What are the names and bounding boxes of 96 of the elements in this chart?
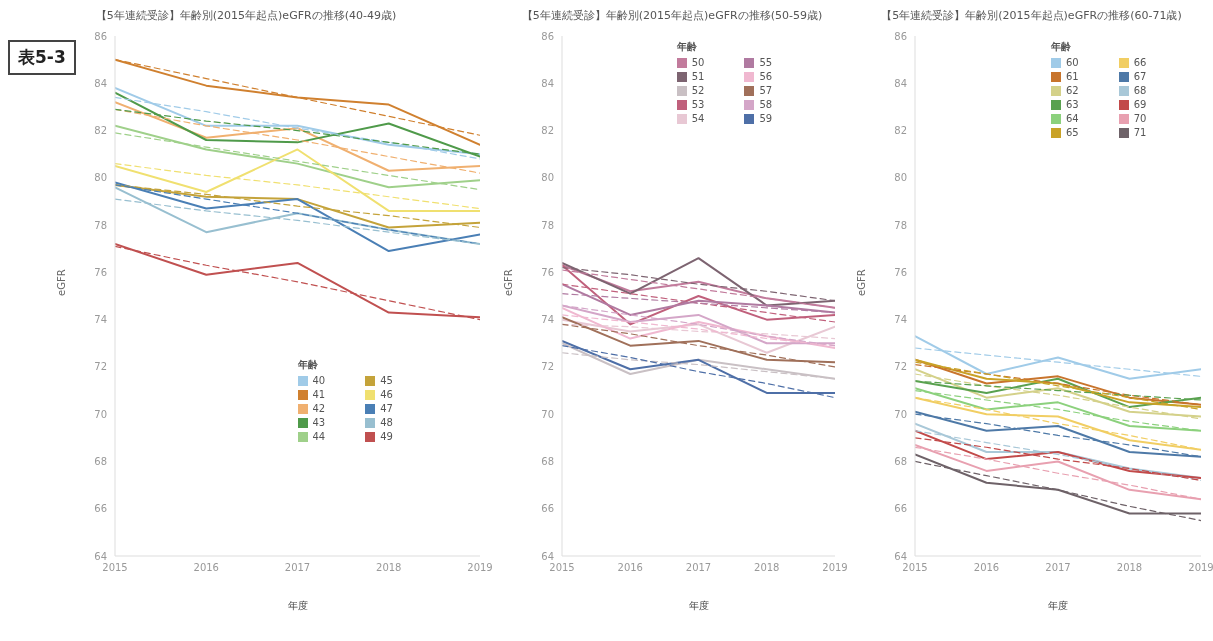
x-tick-label: 2017	[284, 562, 311, 574]
y-tick-label: 70	[541, 408, 554, 420]
x-tick-label: 2017	[685, 562, 712, 574]
legend-label: 59	[759, 113, 773, 124]
y-tick-label: 76	[894, 266, 907, 278]
legend-label: 64	[1066, 113, 1079, 124]
y-tick-label: 70	[894, 408, 907, 420]
legend-label: 65	[1066, 127, 1079, 138]
y-tick-label: 86	[894, 30, 907, 42]
x-tick-label: 2018	[1116, 562, 1143, 574]
legend-label: 67	[1133, 71, 1147, 82]
y-tick-label: 82	[894, 125, 907, 137]
x-tick-label: 2015	[902, 562, 928, 574]
y-tick-label: 82	[94, 125, 107, 137]
legend-title: 年齢	[297, 358, 319, 373]
legend-label: 40	[312, 375, 326, 387]
legend-label: 54	[691, 113, 705, 124]
legend-label: 58	[759, 99, 773, 110]
y-tick-label: 82	[541, 125, 554, 137]
legend-label: 63	[1066, 99, 1079, 110]
legend-label: 44	[312, 431, 326, 443]
legend-title: 年齢	[1051, 40, 1072, 54]
x-axis-title: 年度	[286, 599, 309, 613]
x-tick-label: 2015	[102, 562, 128, 574]
legend-label: 49	[380, 431, 393, 443]
chart-title: 【5年連続受診】年齢別(2015年起点)eGFRの推移(50-59歳)	[520, 8, 824, 23]
legend-label: 71	[1133, 127, 1147, 138]
y-tick-label: 80	[541, 172, 554, 184]
legend-label: 60	[1066, 57, 1079, 68]
y-tick-label: 86	[541, 30, 554, 42]
legend-label: 62	[1066, 85, 1079, 96]
y-tick-label: 84	[94, 77, 107, 89]
y-tick-label: 84	[894, 77, 907, 89]
legend-label: 43	[312, 417, 326, 429]
x-tick-label: 2018	[754, 562, 780, 574]
y-tick-label: 80	[894, 172, 907, 184]
y-axis-title: eGFR	[56, 269, 67, 296]
legend-label: 56	[759, 71, 773, 82]
y-tick-label: 74	[541, 314, 554, 326]
y-tick-label: 72	[894, 361, 907, 373]
y-axis-title: eGFR	[503, 269, 514, 296]
y-tick-label: 70	[94, 408, 107, 420]
y-tick-label: 74	[894, 314, 907, 326]
chart-title: 【5年連続受診】年齢別(2015年起点)eGFRの推移(40-49歳)	[94, 8, 398, 23]
y-tick-label: 64	[894, 550, 907, 562]
chart-title: 【5年連続受診】年齢別(2015年起点)eGFRの推移(60-71歳)	[880, 8, 1183, 23]
y-tick-label: 66	[541, 503, 554, 515]
y-tick-label: 68	[894, 456, 907, 467]
x-tick-label: 2017	[1045, 562, 1071, 574]
x-axis-title: 年度	[1047, 599, 1069, 613]
x-tick-label: 2016	[617, 562, 643, 574]
y-tick-label: 78	[541, 219, 554, 231]
y-tick-label: 84	[541, 77, 554, 89]
legend-label: 48	[380, 417, 393, 429]
x-axis-title: 年度	[687, 599, 710, 613]
y-axis-title: eGFR	[856, 269, 867, 296]
y-tick-label: 78	[94, 219, 107, 231]
text: 表5-3	[8, 40, 76, 75]
legend-label: 68	[1133, 85, 1147, 96]
x-tick-label: 2018	[376, 562, 402, 574]
y-tick-label: 76	[541, 266, 554, 278]
legend-label: 61	[1066, 71, 1079, 82]
y-tick-label: 68	[541, 456, 554, 467]
x-tick-label: 2019	[822, 562, 848, 574]
y-tick-label: 66	[894, 503, 907, 515]
y-tick-label: 86	[94, 30, 107, 42]
x-tick-label: 2016	[193, 562, 219, 574]
y-tick-label: 72	[94, 361, 107, 373]
legend-label: 57	[759, 85, 773, 96]
y-tick-label: 78	[894, 219, 907, 231]
legend-label: 53	[691, 99, 705, 110]
legend-label: 70	[1133, 113, 1147, 124]
legend-label: 69	[1133, 99, 1147, 110]
legend-label: 47	[380, 403, 393, 415]
y-tick-label: 66	[94, 503, 107, 515]
legend-label: 52	[691, 85, 705, 96]
legend-label: 46	[380, 389, 393, 401]
y-tick-label: 72	[541, 361, 554, 373]
y-tick-label: 64	[541, 550, 554, 562]
y-tick-label: 64	[94, 550, 107, 562]
legend-label: 55	[759, 57, 773, 68]
x-tick-label: 2019	[1188, 562, 1213, 574]
legend-label: 42	[312, 403, 326, 415]
y-tick-label: 80	[94, 172, 107, 184]
legend-title: 年齢	[676, 40, 698, 54]
legend-label: 45	[380, 375, 393, 387]
x-tick-label: 2015	[549, 562, 575, 574]
y-tick-label: 76	[94, 266, 107, 278]
legend-label: 66	[1133, 57, 1147, 68]
legend-label: 50	[691, 57, 705, 68]
y-tick-label: 74	[94, 314, 107, 326]
x-tick-label: 2016	[973, 562, 1000, 574]
y-tick-label: 68	[94, 456, 107, 467]
x-tick-label: 2019	[467, 562, 493, 574]
legend-label: 41	[312, 389, 326, 401]
legend-label: 51	[691, 71, 705, 82]
